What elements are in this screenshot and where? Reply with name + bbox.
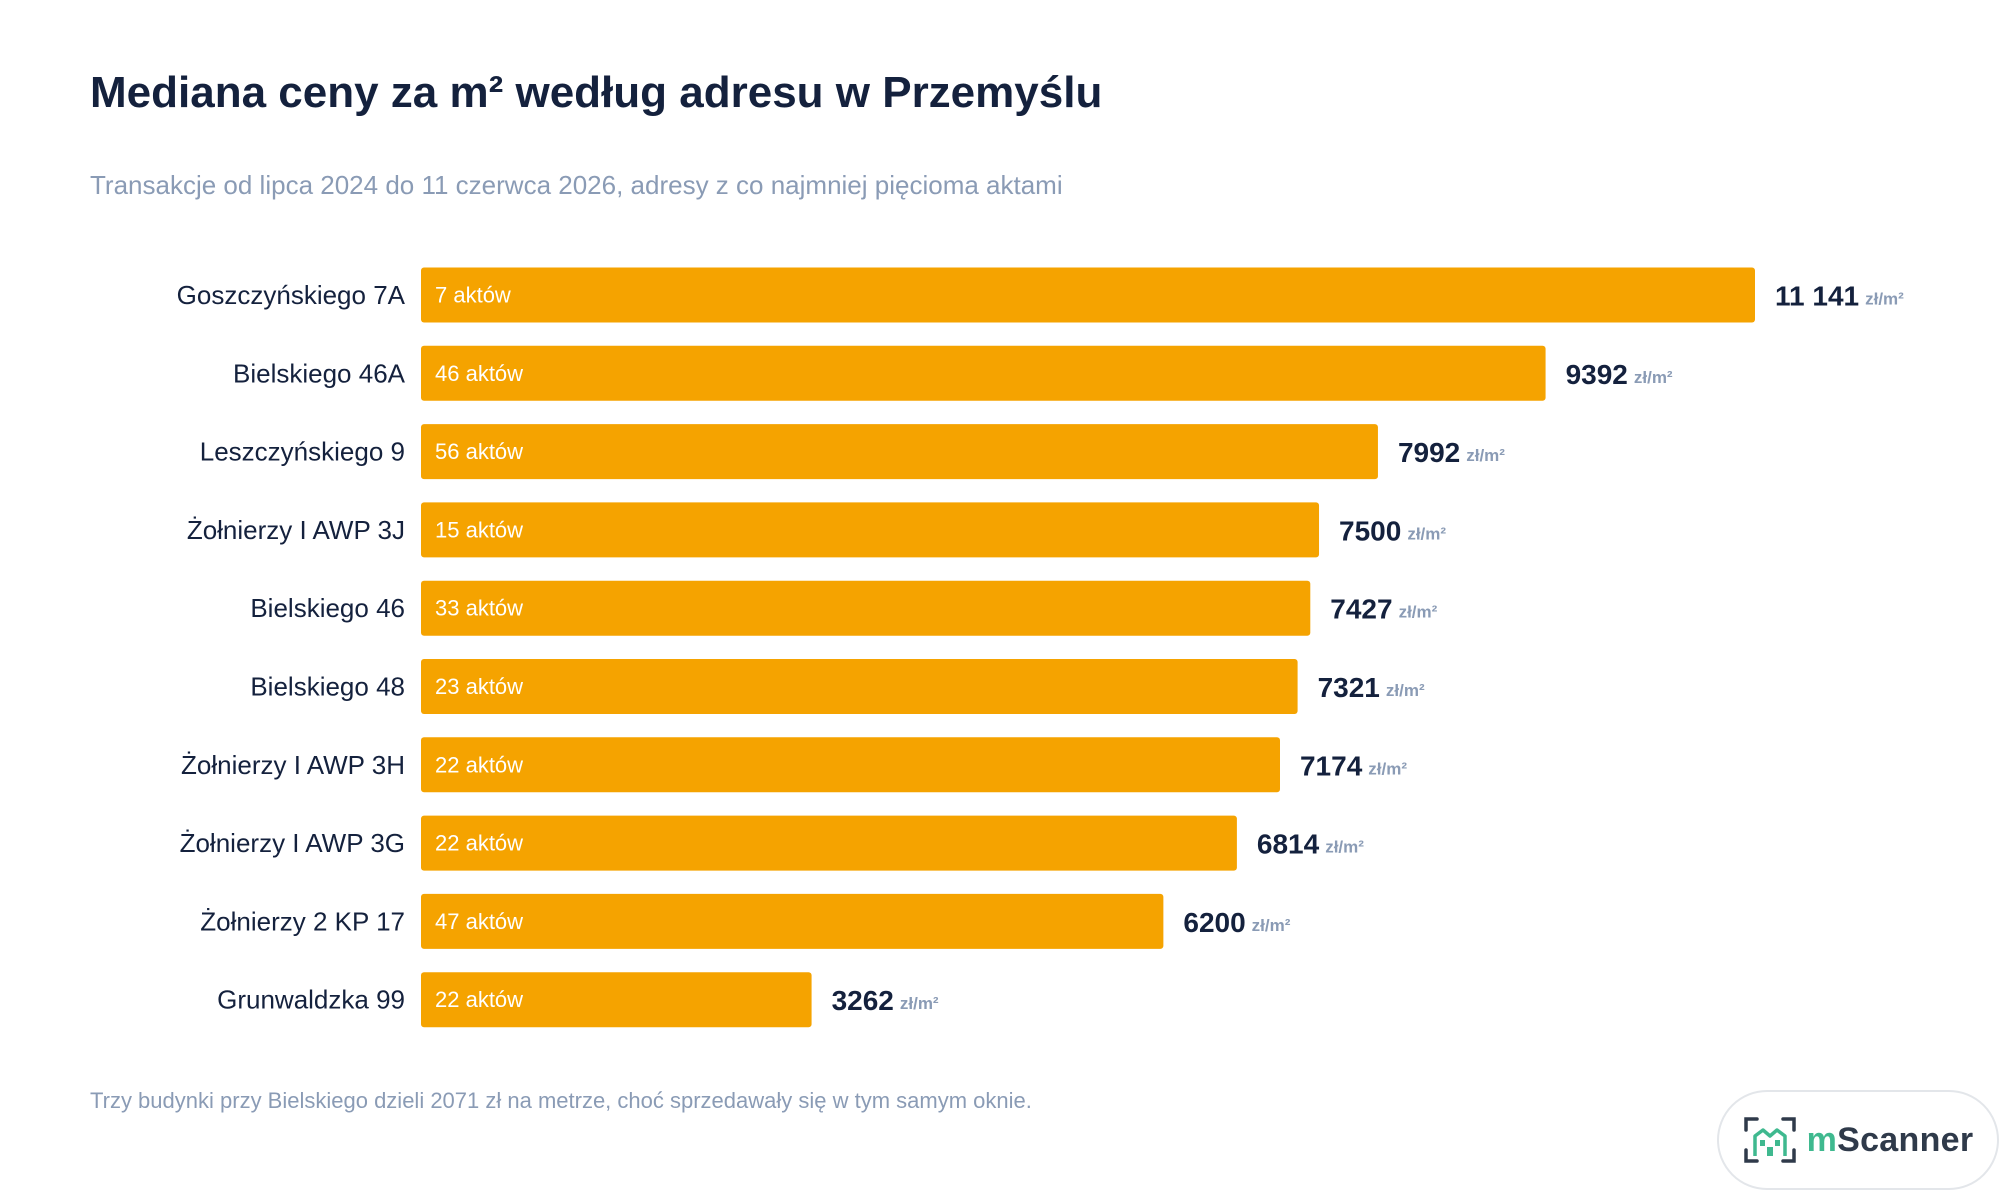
logo-text-prefix: m bbox=[1806, 1120, 1838, 1159]
unit-label: zł/m² bbox=[900, 994, 939, 1013]
bar bbox=[421, 737, 1280, 793]
unit-label: zł/m² bbox=[1325, 838, 1364, 857]
category-label: Żołnierzy I AWP 3J bbox=[187, 515, 405, 545]
bar-count-label: 22 aktów bbox=[435, 752, 523, 777]
mscanner-logo: mScanner bbox=[1717, 1090, 1999, 1190]
unit-label: zł/m² bbox=[1865, 290, 1904, 309]
bar-count-label: 22 aktów bbox=[435, 831, 523, 856]
value-label: 7427 bbox=[1330, 594, 1392, 625]
bar bbox=[421, 502, 1320, 558]
bar bbox=[421, 267, 1755, 323]
unit-label: zł/m² bbox=[1466, 446, 1505, 465]
unit-label: zł/m² bbox=[1407, 524, 1446, 543]
logo-text: mScanner bbox=[1807, 1121, 1974, 1160]
category-label: Bielskiego 46 bbox=[250, 593, 405, 623]
bar bbox=[421, 972, 812, 1028]
bar-count-label: 47 aktów bbox=[435, 909, 523, 934]
value-label: 9392 bbox=[1566, 359, 1628, 390]
bar bbox=[421, 424, 1378, 480]
unit-label: zł/m² bbox=[1399, 603, 1438, 622]
chart-footnote: Trzy budynki przy Bielskiego dzieli 2071… bbox=[90, 1088, 1032, 1113]
bar-count-label: 23 aktów bbox=[435, 674, 523, 699]
bar bbox=[421, 659, 1298, 714]
value-label: 3262 bbox=[832, 985, 894, 1016]
value-label: 7321 bbox=[1318, 672, 1380, 703]
unit-label: zł/m² bbox=[1368, 759, 1407, 778]
building-scan-icon bbox=[1743, 1117, 1796, 1163]
value-label: 7992 bbox=[1398, 437, 1460, 468]
bar-count-label: 15 aktów bbox=[435, 517, 523, 542]
category-label: Grunwaldzka 99 bbox=[217, 985, 405, 1015]
unit-label: zł/m² bbox=[1634, 368, 1673, 387]
category-label: Żołnierzy I AWP 3H bbox=[181, 750, 405, 780]
unit-label: zł/m² bbox=[1252, 916, 1291, 935]
bar-count-label: 56 aktów bbox=[435, 439, 523, 464]
value-label: 6814 bbox=[1257, 829, 1320, 860]
bar-count-label: 7 aktów bbox=[435, 283, 511, 308]
chart-subtitle: Transakcje od lipca 2024 do 11 czerwca 2… bbox=[90, 170, 1063, 200]
bar bbox=[421, 345, 1546, 401]
bar-count-label: 46 aktów bbox=[435, 361, 523, 386]
category-label: Leszczyńskiego 9 bbox=[200, 437, 405, 467]
value-label: 7174 bbox=[1300, 750, 1363, 781]
category-label: Bielskiego 46A bbox=[233, 358, 406, 388]
logo-text-name: Scanner bbox=[1837, 1120, 1974, 1159]
category-label: Bielskiego 48 bbox=[250, 672, 405, 702]
value-label: 11 141 bbox=[1775, 281, 1859, 312]
value-label: 7500 bbox=[1339, 515, 1401, 546]
unit-label: zł/m² bbox=[1386, 681, 1425, 700]
chart-title: Mediana ceny za m² według adresu w Przem… bbox=[90, 68, 1103, 117]
category-label: Goszczyńskiego 7A bbox=[177, 280, 406, 310]
bar-chart: Goszczyńskiego 7A 7 aktów 11 141 zł/m² Biels… bbox=[177, 267, 1904, 1028]
bar bbox=[421, 815, 1237, 871]
bar bbox=[421, 580, 1311, 636]
bar-count-label: 22 aktów bbox=[435, 987, 523, 1012]
category-label: Żołnierzy 2 KP 17 bbox=[200, 906, 405, 936]
value-label: 6200 bbox=[1183, 907, 1245, 938]
bar bbox=[421, 893, 1164, 949]
bar-count-label: 33 aktów bbox=[435, 596, 523, 621]
category-label: Żołnierzy I AWP 3G bbox=[180, 828, 405, 858]
